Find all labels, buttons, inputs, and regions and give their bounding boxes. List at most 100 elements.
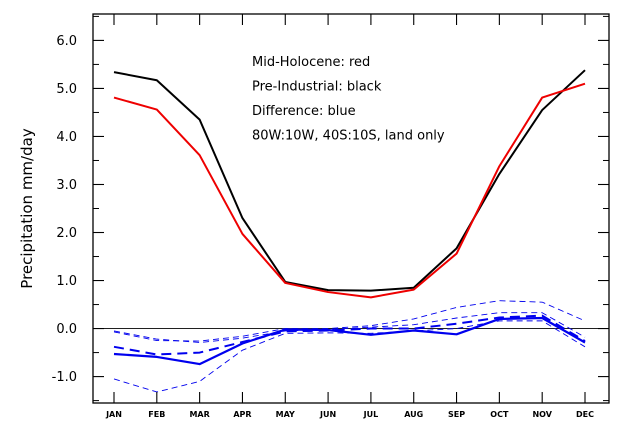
x-tick-label: OCT: [490, 410, 509, 419]
data-point: [499, 173, 500, 174]
data-point: [285, 328, 286, 329]
data-point: [456, 323, 457, 324]
x-tick-label: FEB: [148, 410, 165, 419]
data-point: [156, 339, 157, 340]
data-point: [584, 70, 585, 71]
data-point: [113, 72, 114, 73]
data-point: [199, 342, 200, 343]
data-point: [113, 353, 114, 354]
y-tick-label: 3.0: [56, 178, 77, 193]
y-tick-label: 2.0: [56, 226, 77, 241]
series-line: [113, 69, 586, 292]
data-point: [370, 333, 371, 334]
y-axis-label: Precipitation mm/day: [18, 128, 36, 289]
data-point: [242, 338, 243, 339]
data-point: [113, 331, 114, 332]
data-point: [370, 327, 371, 328]
x-tick-label: DEC: [576, 410, 594, 419]
series-line: [113, 316, 586, 366]
data-point: [370, 325, 371, 326]
x-tick-label: JAN: [105, 410, 122, 419]
y-tick-label: 5.0: [56, 82, 77, 97]
data-point: [456, 334, 457, 335]
data-point: [199, 119, 200, 120]
x-tick-label: JUL: [363, 410, 379, 419]
data-point: [370, 297, 371, 298]
data-point: [413, 330, 414, 331]
data-point: [242, 350, 243, 351]
data-point: [542, 320, 543, 321]
y-tick-label: -1.0: [52, 370, 77, 385]
data-point: [413, 289, 414, 290]
data-point: [584, 346, 585, 347]
data-point: [199, 364, 200, 365]
data-point: [156, 354, 157, 355]
legend-annotation: Difference: blue: [252, 104, 356, 119]
y-tick-label: 1.0: [56, 274, 77, 289]
y-tick-label: 6.0: [56, 34, 77, 49]
data-point: [499, 317, 500, 318]
plot-frame: [92, 13, 610, 404]
data-point: [370, 334, 371, 335]
x-tick-label: APR: [233, 410, 251, 419]
data-point: [542, 317, 543, 318]
data-point: [542, 312, 543, 313]
data-point: [584, 337, 585, 338]
data-point: [285, 333, 286, 334]
data-point: [199, 155, 200, 156]
series-line: [113, 82, 586, 299]
data-point: [542, 97, 543, 98]
data-point: [456, 253, 457, 254]
data-point: [499, 166, 500, 167]
data-point: [499, 320, 500, 321]
data-point: [156, 109, 157, 110]
x-tick-label: AUG: [404, 410, 423, 419]
data-point: [327, 290, 328, 291]
x-tick-label: MAR: [189, 410, 209, 419]
data-point: [242, 336, 243, 337]
data-point: [413, 324, 414, 325]
y-tick-label: 0.0: [56, 322, 77, 337]
data-point: [584, 83, 585, 84]
series-line: [113, 314, 586, 356]
data-point: [199, 340, 200, 341]
series-line: [113, 300, 586, 342]
data-point: [242, 233, 243, 234]
data-point: [456, 328, 457, 329]
data-point: [413, 318, 414, 319]
data-point: [584, 320, 585, 321]
data-point: [327, 291, 328, 292]
legend-annotation: 80W:10W, 40S:10S, land only: [252, 129, 445, 144]
data-point: [156, 340, 157, 341]
data-point: [285, 330, 286, 331]
data-point: [113, 378, 114, 379]
y-tick-label: 4.0: [56, 130, 77, 145]
data-point: [542, 302, 543, 303]
x-tick-label: MAY: [276, 410, 295, 419]
data-point: [370, 328, 371, 329]
data-point: [156, 80, 157, 81]
data-point: [499, 300, 500, 301]
x-tick-label: NOV: [532, 410, 552, 419]
series-line: [113, 320, 586, 393]
data-point: [327, 328, 328, 329]
data-point: [542, 109, 543, 110]
x-tick-label: SEP: [448, 410, 465, 419]
data-point: [113, 97, 114, 98]
data-point: [327, 332, 328, 333]
data-point: [499, 312, 500, 313]
data-point: [113, 346, 114, 347]
data-point: [242, 341, 243, 342]
data-point: [199, 381, 200, 382]
data-point: [285, 282, 286, 283]
data-point: [370, 290, 371, 291]
data-point: [413, 328, 414, 329]
legend-annotation: Pre-Industrial: black: [252, 80, 382, 95]
data-point: [542, 315, 543, 316]
data-point: [584, 342, 585, 343]
data-point: [456, 307, 457, 308]
data-point: [156, 356, 157, 357]
data-point: [242, 218, 243, 219]
data-point: [456, 317, 457, 318]
